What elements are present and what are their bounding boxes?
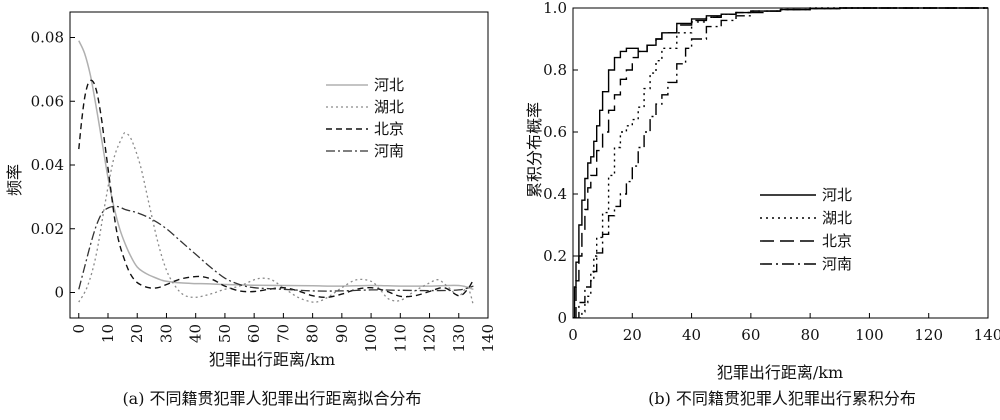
y-tick-label: 0.06	[31, 92, 64, 110]
y-tick-label: 1.0	[543, 0, 567, 17]
panel-a-y-axis-label: 频率	[5, 164, 24, 196]
series-line-2	[78, 132, 475, 306]
x-tick-label: 140	[974, 326, 1000, 344]
x-tick-label: 70	[274, 324, 292, 343]
series-line-3	[78, 79, 474, 299]
panel-b-x-axis-label: 犯罪出行距离/km	[717, 363, 843, 382]
panel-a-series	[78, 40, 475, 306]
panel-a-plot-frame	[69, 11, 489, 319]
panel-b-plot-frame	[572, 7, 989, 319]
y-tick-label: 0.4	[543, 185, 567, 203]
x-tick-label: 100	[362, 324, 380, 353]
series-line-1	[78, 40, 474, 291]
x-tick-label: 90	[333, 324, 351, 343]
series-line-1	[573, 7, 988, 318]
y-tick-label: 0.2	[543, 247, 567, 265]
x-tick-label: 110	[391, 324, 409, 353]
panel-b-caption: (b) 不同籍贯犯罪人犯罪出行累积分布	[648, 389, 916, 408]
x-tick-label: 80	[801, 326, 820, 344]
y-tick-label: 0.6	[543, 123, 567, 141]
legend-label: 湖北	[822, 209, 852, 227]
panel-a-x-axis-label: 犯罪出行距离/km	[209, 350, 335, 369]
legend-label: 河北	[822, 186, 852, 204]
legend-label: 北京	[822, 232, 852, 250]
x-tick-label: 80	[304, 324, 322, 343]
y-tick-label: 0.08	[31, 29, 64, 47]
x-tick-label: 60	[741, 326, 760, 344]
x-tick-label: 130	[450, 324, 468, 353]
panel-b-chart: 0 20 40 60 80 100 120 140 0 0.2 0.4 0.6 0.8 1.0 河北湖北北…	[525, 0, 1000, 408]
x-tick-label: 140	[479, 324, 497, 353]
panel-a-caption: (a) 不同籍贯犯罪人犯罪出行距离拟合分布	[122, 389, 421, 408]
x-tick-label: 100	[855, 326, 884, 344]
x-tick-label: 0	[568, 326, 578, 344]
y-tick-label: 0.8	[543, 61, 567, 79]
series-line-2	[573, 7, 988, 318]
x-tick-label: 20	[128, 324, 146, 343]
y-tick-label: 0.04	[31, 156, 64, 174]
x-tick-label: 10	[99, 324, 117, 343]
legend-label: 河南	[822, 255, 852, 273]
panel-b-ticks: 0 20 40 60 80 100 120 140 0 0.2 0.4 0.6 0.8 1.0	[543, 0, 1000, 344]
panel-b-series	[573, 7, 988, 318]
panel-a-ticks: 0 10 20 30 40 50 60 70 80 90 100 110 120 130 140 0 0.02 0…	[31, 29, 497, 353]
x-tick-label: 120	[421, 324, 439, 353]
x-tick-label: 0	[70, 324, 88, 334]
legend-label: 河北	[374, 76, 404, 94]
series-line-4	[573, 7, 988, 318]
series-line-4	[78, 205, 474, 292]
legend-label: 湖北	[374, 98, 404, 116]
y-tick-label: 0.02	[31, 220, 64, 238]
x-tick-label: 20	[623, 326, 642, 344]
x-tick-label: 50	[216, 324, 234, 343]
panel-a-chart: 0 10 20 30 40 50 60 70 80 90 100 110 120 130 140 0 0.02 0…	[5, 11, 497, 408]
x-tick-label: 30	[157, 324, 175, 343]
legend-label: 河南	[374, 142, 404, 160]
y-tick-label: 0	[557, 309, 567, 327]
panel-b-y-axis-label: 累积分布概率	[525, 102, 544, 198]
series-line-3	[573, 7, 988, 318]
y-tick-label: 0	[54, 284, 64, 302]
x-tick-label: 40	[682, 326, 701, 344]
x-tick-label: 120	[914, 326, 943, 344]
x-tick-label: 60	[245, 324, 263, 343]
x-tick-label: 40	[187, 324, 205, 343]
legend-label: 北京	[374, 120, 404, 138]
